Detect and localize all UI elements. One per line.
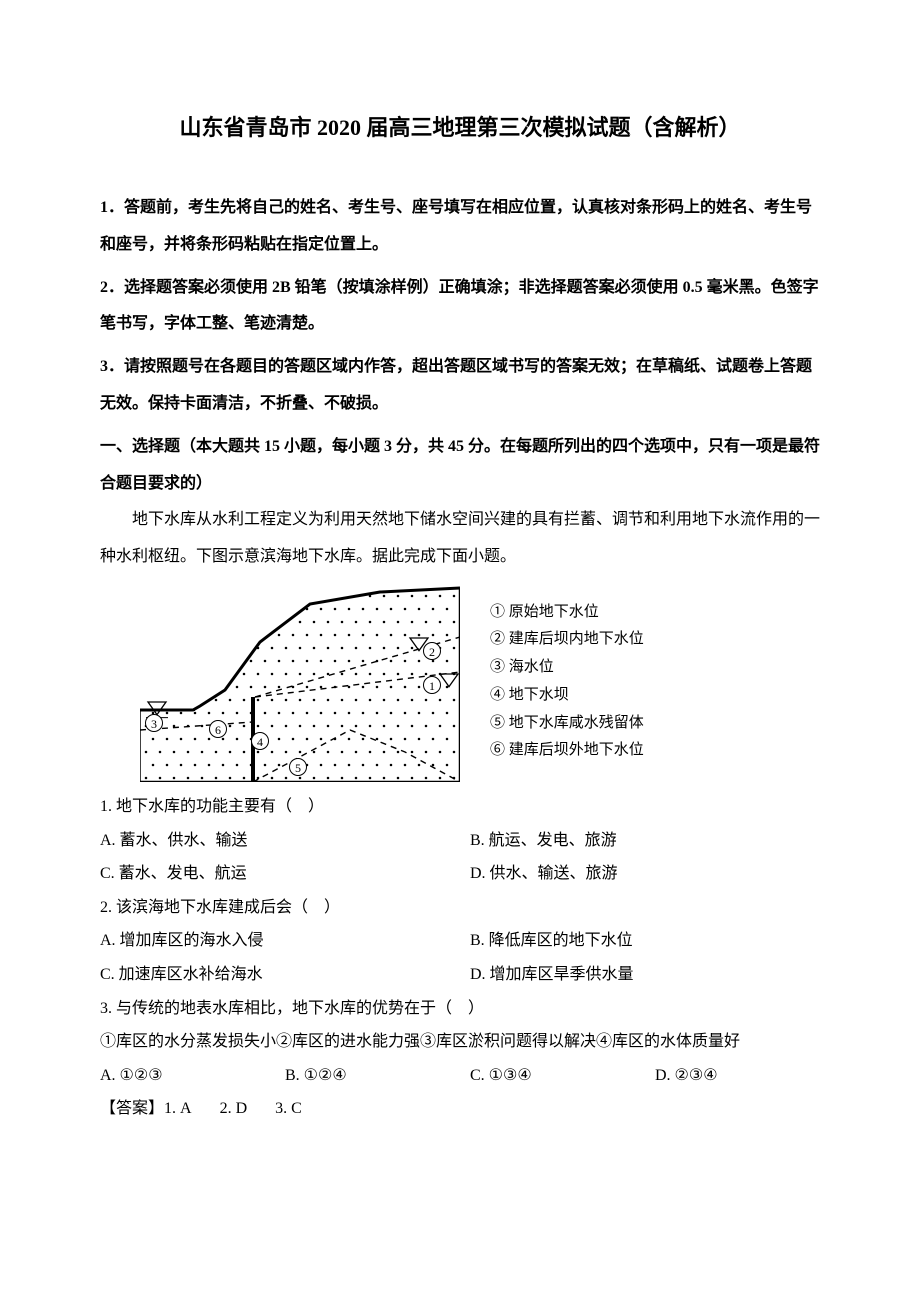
q2-option-c: C. 加速库区水补给海水 <box>100 958 470 992</box>
passage-text: 地下水库从水利工程定义为利用天然地下储水空间兴建的具有拦蓄、调节和利用地下水流作… <box>100 502 820 576</box>
q1-option-b: B. 航运、发电、旅游 <box>470 824 800 858</box>
q2-stem: 2. 该滨海地下水库建成后会（ ） <box>100 891 820 925</box>
answer-label: 【答案】 <box>100 1100 164 1117</box>
q1-option-a: A. 蓄水、供水、输送 <box>100 824 470 858</box>
q3-option-b: B. ①②④ <box>285 1059 470 1093</box>
q3-option-d: D. ②③④ <box>655 1059 820 1093</box>
q3-option-c: C. ①③④ <box>470 1059 655 1093</box>
legend-item-2: ② 建库后坝内地下水位 <box>490 626 644 654</box>
q2-options-row1: A. 增加库区的海水入侵 B. 降低库区的地下水位 <box>100 924 820 958</box>
q3-options-row: A. ①②③ B. ①②④ C. ①③④ D. ②③④ <box>100 1059 820 1093</box>
q1-option-d: D. 供水、输送、旅游 <box>470 857 800 891</box>
section-heading: 一、选择题（本大题共 15 小题，每小题 3 分，共 45 分。在每题所列出的四… <box>100 429 820 503</box>
svg-text:2: 2 <box>429 645 435 659</box>
legend-item-6: ⑥ 建库后坝外地下水位 <box>490 737 644 765</box>
svg-text:5: 5 <box>295 761 301 775</box>
q1-option-c: C. 蓄水、发电、航运 <box>100 857 470 891</box>
svg-text:1: 1 <box>429 679 435 693</box>
instruction-1: 1．答题前，考生先将自己的姓名、考生号、座号填写在相应位置，认真核对条形码上的姓… <box>100 190 820 264</box>
diagram-row: 1 2 3 4 5 6 ① 原始地下水位 ② 建库后坝内地下水位 ③ 海水位 ④ 地下水坝… <box>140 582 820 782</box>
legend-item-1: ① 原始地下水位 <box>490 599 644 627</box>
svg-text:4: 4 <box>257 735 263 749</box>
answer-1: 1. A <box>164 1100 192 1117</box>
q1-stem: 1. 地下水库的功能主要有（ ） <box>100 790 820 824</box>
answer-block: 【答案】1. A 2. D 3. C <box>100 1092 820 1126</box>
q3-stem: 3. 与传统的地表水库相比，地下水库的优势在于（ ） <box>100 992 820 1026</box>
svg-text:3: 3 <box>151 717 157 731</box>
q1-options-row2: C. 蓄水、发电、航运 D. 供水、输送、旅游 <box>100 857 820 891</box>
groundwater-diagram: 1 2 3 4 5 6 <box>140 582 460 782</box>
q2-option-a: A. 增加库区的海水入侵 <box>100 924 470 958</box>
q2-option-b: B. 降低库区的地下水位 <box>470 924 800 958</box>
q2-option-d: D. 增加库区旱季供水量 <box>470 958 800 992</box>
legend-item-4: ④ 地下水坝 <box>490 682 644 710</box>
q1-options-row1: A. 蓄水、供水、输送 B. 航运、发电、旅游 <box>100 824 820 858</box>
q3-line2: ①库区的水分蒸发损失小②库区的进水能力强③库区淤积问题得以解决④库区的水体质量好 <box>100 1025 820 1059</box>
page-title: 山东省青岛市 2020 届高三地理第三次模拟试题（含解析） <box>100 110 820 142</box>
legend-item-5: ⑤ 地下水库咸水残留体 <box>490 710 644 738</box>
svg-text:6: 6 <box>215 723 221 737</box>
q2-options-row2: C. 加速库区水补给海水 D. 增加库区旱季供水量 <box>100 958 820 992</box>
page: 山东省青岛市 2020 届高三地理第三次模拟试题（含解析） 1．答题前，考生先将… <box>0 0 920 1186</box>
diagram-legend: ① 原始地下水位 ② 建库后坝内地下水位 ③ 海水位 ④ 地下水坝 ⑤ 地下水库… <box>490 599 644 766</box>
instruction-2: 2．选择题答案必须使用 2B 铅笔（按填涂样例）正确填涂；非选择题答案必须使用 … <box>100 270 820 344</box>
answer-3: 3. C <box>275 1100 302 1117</box>
answer-2: 2. D <box>220 1100 248 1117</box>
instruction-3: 3．请按照题号在各题目的答题区域内作答，超出答题区域书写的答案无效；在草稿纸、试… <box>100 349 820 423</box>
q3-option-a: A. ①②③ <box>100 1059 285 1093</box>
legend-item-3: ③ 海水位 <box>490 654 644 682</box>
